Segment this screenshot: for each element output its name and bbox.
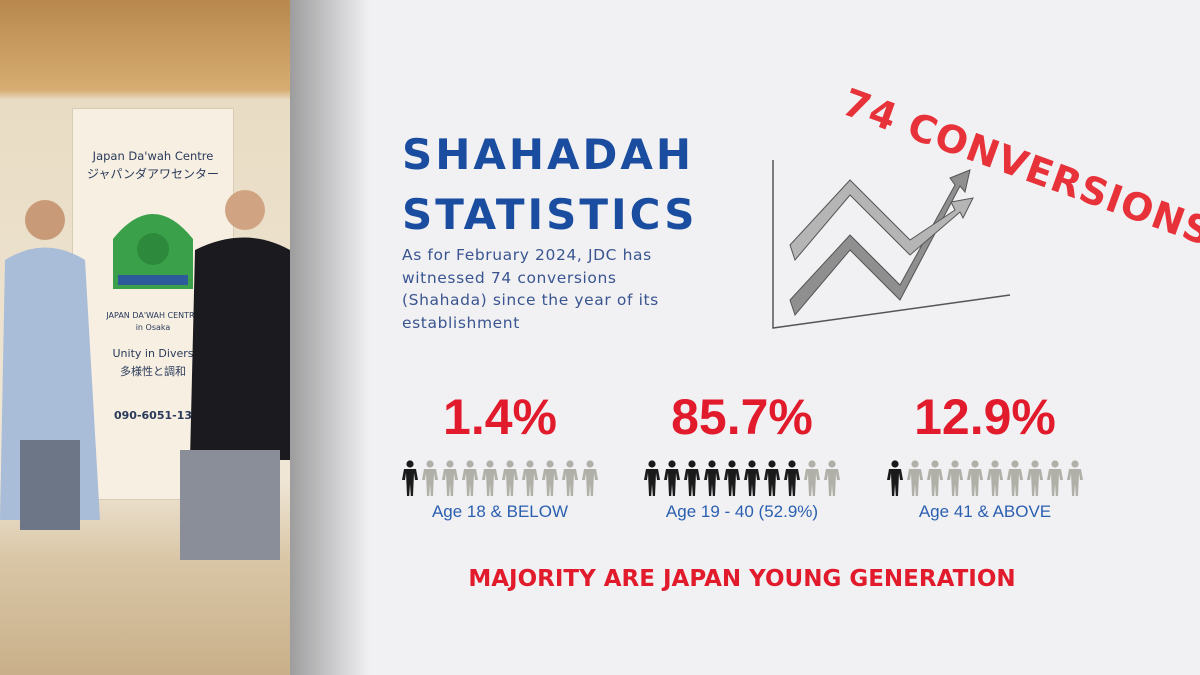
shadow <box>290 0 370 675</box>
icon-row <box>402 460 598 496</box>
person-icon-filled <box>724 460 740 496</box>
photo: Japan Da'wah Centre ジャパンダアワセンター JAPAN DA… <box>0 0 290 675</box>
person-icon-filled <box>784 460 800 496</box>
person-icon <box>947 460 963 496</box>
description-line: As for February 2024, JDC has <box>402 246 652 264</box>
person-icon <box>967 460 983 496</box>
stat-label: Age 19 - 40 (52.9%) <box>665 502 819 521</box>
icon-row <box>887 460 1083 496</box>
stat: 1.4% Age 18 & BELOW <box>380 388 620 522</box>
person-icon <box>1067 460 1083 496</box>
motto: Unity in Divers <box>112 347 194 360</box>
person-icon-filled <box>402 460 418 496</box>
person-icon-filled <box>764 460 780 496</box>
footer: MAJORITY ARE JAPAN YOUNG GENERATION <box>468 566 1016 592</box>
logo-sub: in Osaka <box>135 323 171 332</box>
phone: 090-6051-13 <box>113 409 192 422</box>
stat-percent: 85.7% <box>671 389 813 445</box>
stat: 85.7% Age 19 - 40 (52.9%) <box>622 388 862 522</box>
motto-jp: 多様性と調和 <box>120 365 186 378</box>
person-icon <box>522 460 538 496</box>
stat-label: Age 18 & BELOW <box>431 502 569 521</box>
title: STATISTICS <box>402 190 698 239</box>
description-line: establishment <box>402 313 520 332</box>
description: As for February 2024, JDC has witnessed … <box>402 244 659 334</box>
person-icon-filled <box>644 460 660 496</box>
person-icon-filled <box>704 460 720 496</box>
growth-graphic <box>772 160 1011 329</box>
person-icon-filled <box>664 460 680 496</box>
person-icon <box>462 460 478 496</box>
person-icon <box>442 460 458 496</box>
person-icon <box>502 460 518 496</box>
people <box>0 190 290 560</box>
person-icon <box>987 460 1003 496</box>
description-line: (Shahada) since the year of its <box>402 291 659 309</box>
person-icon <box>824 460 840 496</box>
stat-percent: 1.4% <box>443 389 557 445</box>
person-icon <box>422 460 438 496</box>
logo-text: JAPAN DA'WAH CENTRE <box>106 311 200 320</box>
person-icon <box>804 460 820 496</box>
title: SHAHADAH <box>402 130 695 179</box>
banner-text: ジャパンダアワセンター <box>86 167 219 181</box>
person-icon <box>1027 460 1043 496</box>
person-icon <box>542 460 558 496</box>
person-icon <box>1007 460 1023 496</box>
stat: 12.9% Age 41 & ABOVE <box>865 388 1105 522</box>
person-icon <box>927 460 943 496</box>
person-icon <box>907 460 923 496</box>
logo <box>113 214 193 289</box>
person-icon-filled <box>887 460 903 496</box>
banner-text: Japan Da'wah Centre <box>92 149 214 163</box>
person-icon <box>482 460 498 496</box>
person-icon <box>1047 460 1063 496</box>
stat-label: Age 41 & ABOVE <box>918 502 1052 521</box>
description-line: witnessed 74 conversions <box>402 268 617 287</box>
icon-row <box>644 460 840 496</box>
person-icon-filled <box>684 460 700 496</box>
person-icon <box>562 460 578 496</box>
person-icon <box>582 460 598 496</box>
stat-percent: 12.9% <box>914 389 1056 445</box>
person-icon-filled <box>744 460 760 496</box>
